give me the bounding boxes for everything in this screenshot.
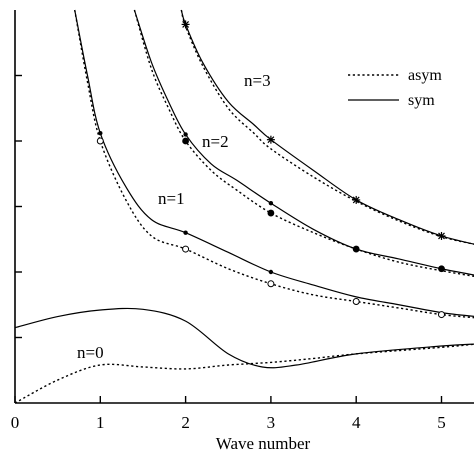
series-line-n1-asym <box>74 9 474 319</box>
marker-n-1-asym-1 <box>182 245 190 253</box>
marker-n-2-sym-0 <box>183 132 188 137</box>
marker-n-2-asym-1 <box>267 209 275 217</box>
markers-layer <box>96 20 446 319</box>
marker-n-1-asym-0 <box>96 137 104 145</box>
series-line-n2-asym <box>133 9 474 278</box>
label-n0: n=0 <box>77 343 104 362</box>
marker-n-1-sym-1 <box>183 230 188 235</box>
series-line-n0-sym <box>14 307 474 369</box>
marker-n-2-asym-3 <box>438 265 445 273</box>
marker-n-2-asym-2 <box>352 245 360 253</box>
x-axis-title: Wave number <box>216 434 311 453</box>
marker-n-1-sym-0 <box>98 130 103 136</box>
series-line-n2-sym <box>133 9 474 276</box>
series-line-n3-sym <box>180 9 474 245</box>
label-n2: n=2 <box>202 132 229 151</box>
legend-sym-label: sym <box>408 92 435 109</box>
x-tick-label-5: 5 <box>437 413 446 432</box>
marker-n-1-asym-4 <box>438 311 445 319</box>
marker-n-3-2 <box>352 195 361 204</box>
marker-n-3-0 <box>181 20 190 29</box>
label-n3: n=3 <box>244 71 271 90</box>
marker-n-1-asym-2 <box>267 280 275 288</box>
series-line-n1-sym <box>74 9 474 317</box>
x-tick-label-0: 0 <box>11 413 20 432</box>
marker-n-1-asym-3 <box>352 297 360 305</box>
marker-n-1-sym-2 <box>268 269 274 275</box>
x-tick-label-2: 2 <box>181 413 190 432</box>
label-n1: n=1 <box>158 189 185 208</box>
legend: asym sym <box>348 67 442 109</box>
series-line-n0-asym <box>14 343 474 404</box>
marker-n-3-3 <box>437 231 446 240</box>
series-line-n3-asym <box>180 9 474 245</box>
axes-layer: 0 1 2 3 4 5 <box>11 10 474 432</box>
marker-n-2-asym-0 <box>182 137 190 145</box>
legend-asym-label: asym <box>408 67 442 84</box>
marker-n-3-1 <box>266 135 275 144</box>
x-tick-label-1: 1 <box>96 413 105 432</box>
x-tick-label-4: 4 <box>352 413 361 432</box>
x-tick-label-3: 3 <box>267 413 276 432</box>
marker-n-2-sym-1 <box>268 201 274 206</box>
